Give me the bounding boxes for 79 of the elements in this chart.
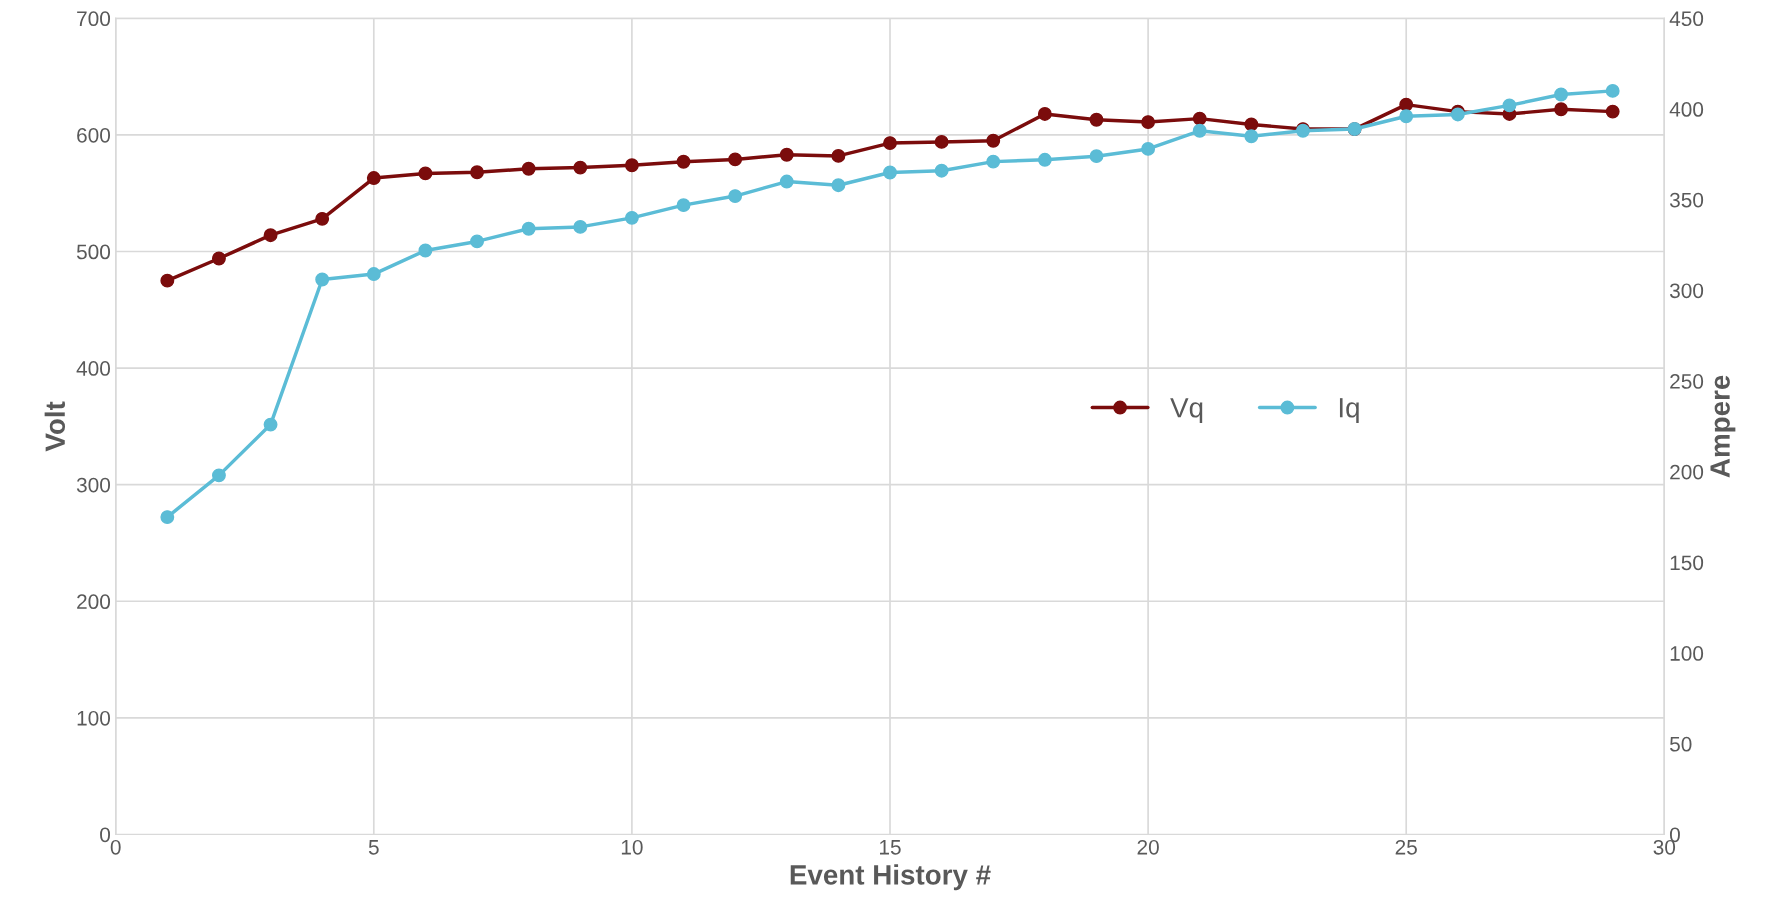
point	[1089, 112, 1104, 127]
legend-label: Vq	[1170, 398, 1203, 424]
point	[986, 133, 1001, 148]
point	[211, 251, 226, 266]
point	[315, 272, 330, 287]
y2-tick-label: 250	[1670, 374, 1704, 389]
point	[1037, 106, 1052, 121]
point	[1605, 104, 1620, 119]
point	[676, 198, 691, 213]
point	[1141, 141, 1156, 156]
x-tick-label: 5	[368, 840, 379, 855]
x-tick-label: 0	[110, 839, 121, 855]
point	[1554, 87, 1569, 102]
point	[470, 165, 484, 180]
point	[315, 211, 330, 226]
y2-tick-label: 400	[1669, 102, 1704, 117]
point	[986, 154, 1001, 169]
y-tick-label: 0	[100, 827, 111, 843]
point	[676, 154, 691, 169]
x-tick-label: 10	[621, 839, 643, 855]
y-tick-label: 200	[77, 594, 111, 610]
y2-tick-label: 300	[1669, 283, 1704, 299]
point	[211, 468, 226, 483]
point	[160, 510, 175, 525]
point	[779, 147, 794, 162]
point	[418, 166, 433, 181]
point	[366, 267, 381, 282]
point	[1554, 102, 1569, 117]
x-tick-label: 25	[1395, 839, 1417, 855]
point	[883, 165, 897, 180]
x-axis-title: Event History #	[790, 864, 991, 891]
y-tick-label: 400	[76, 361, 111, 376]
point	[1037, 152, 1052, 167]
point	[728, 152, 743, 167]
y2-tick-label: 50	[1669, 736, 1692, 752]
y2-tick-label: 450	[1669, 11, 1704, 27]
point	[1605, 83, 1620, 98]
point	[934, 163, 949, 178]
point	[1192, 123, 1207, 138]
point	[160, 273, 175, 288]
y2-tick-label: 150	[1670, 555, 1704, 571]
point	[624, 210, 639, 225]
point	[263, 228, 278, 243]
legend-label: Iq	[1339, 398, 1359, 424]
point	[1399, 109, 1414, 124]
point	[1089, 149, 1104, 164]
point	[728, 189, 743, 204]
point	[470, 234, 484, 249]
point	[1244, 129, 1259, 144]
x-tick-label: 15	[880, 840, 901, 855]
x-tick-label: 20	[1137, 839, 1159, 855]
point	[831, 148, 846, 163]
point	[934, 134, 949, 149]
point	[831, 178, 846, 193]
y-tick-label: 700	[77, 11, 111, 27]
point	[521, 161, 536, 176]
point	[263, 417, 278, 432]
point	[418, 243, 433, 258]
point	[1399, 97, 1414, 112]
y2-tick-label: 100	[1670, 646, 1704, 661]
point	[1502, 98, 1517, 113]
point	[1244, 117, 1259, 132]
y-tick-label: 500	[76, 244, 111, 260]
point	[573, 219, 588, 234]
point	[1141, 115, 1156, 130]
point	[1192, 111, 1207, 126]
y2-axis-title: Ampere	[1710, 375, 1736, 478]
point	[779, 174, 794, 189]
y2-tick-label: 350	[1669, 192, 1704, 208]
y-tick-label: 100	[77, 710, 111, 726]
point	[521, 221, 536, 236]
point	[624, 158, 639, 173]
y-tick-label: 600	[77, 127, 111, 143]
y-axis-title: Volt	[44, 401, 66, 452]
y2-tick-label: 200	[1670, 464, 1704, 480]
y-tick-label: 300	[76, 477, 111, 493]
point	[573, 160, 588, 175]
point	[366, 171, 381, 186]
point	[883, 136, 897, 151]
